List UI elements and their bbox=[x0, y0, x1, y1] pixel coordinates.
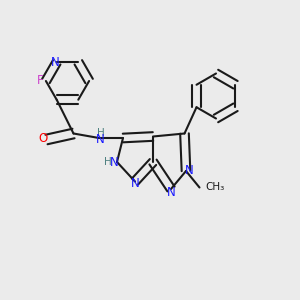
Text: N: N bbox=[184, 164, 194, 178]
Text: CH₃: CH₃ bbox=[205, 182, 224, 193]
Text: N: N bbox=[167, 185, 176, 199]
Text: O: O bbox=[38, 131, 47, 145]
Text: H: H bbox=[104, 157, 112, 167]
Text: N: N bbox=[51, 56, 60, 69]
Text: F: F bbox=[37, 74, 44, 88]
Text: N: N bbox=[96, 133, 105, 146]
Text: N: N bbox=[130, 177, 140, 190]
Text: N: N bbox=[110, 155, 118, 169]
Text: H: H bbox=[97, 128, 104, 139]
